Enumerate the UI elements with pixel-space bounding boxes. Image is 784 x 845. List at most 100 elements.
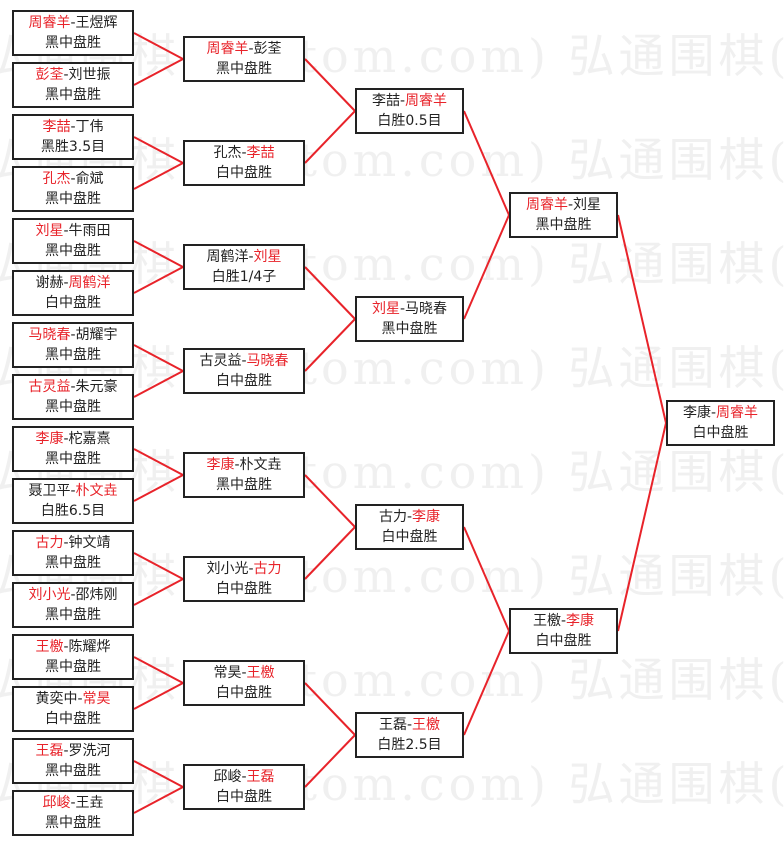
bracket-connector <box>133 656 184 684</box>
bracket-connector <box>133 786 184 814</box>
match-box-r1-7: 马晓春-胡耀宇黑中盘胜 <box>12 322 134 368</box>
match-box-r1-13: 王檄-陈耀烨 黑中盘胜 <box>12 634 134 680</box>
player-a: 李康 <box>206 457 235 473</box>
bracket-connector <box>304 58 356 112</box>
separator: - <box>241 769 247 785</box>
bracket-connector <box>304 474 356 528</box>
bracket-connector <box>133 760 184 788</box>
match-result: 白中盘胜 <box>692 425 749 441</box>
player-b: 陈耀烨 <box>68 639 111 655</box>
bracket-connector <box>617 214 667 424</box>
match-box-r1-3: 李喆-丁伟黑胜3.5目 <box>12 114 134 160</box>
match-box-r1-8: 古灵益-朱元豪 黑中盘胜 <box>12 374 134 420</box>
match-result: 黑胜3.5目 <box>40 139 106 155</box>
player-b: 马晓春 <box>246 353 289 369</box>
match-box-r1-15: 王磊-罗洗河 黑中盘胜 <box>12 738 134 784</box>
separator: - <box>70 483 76 499</box>
match-players: 李康-朴文垚 <box>206 455 281 475</box>
match-box-r4-2: 王檄-李康 白中盘胜 <box>509 608 618 654</box>
separator: - <box>70 587 76 603</box>
match-result: 黑中盘胜 <box>45 347 101 363</box>
player-b: 古力 <box>253 561 282 577</box>
match-box-r2-8: 邱峻-王磊 白中盘胜 <box>183 764 305 810</box>
match-result: 白中盘胜 <box>381 529 438 545</box>
match-result: 白胜6.5目 <box>40 503 106 519</box>
separator: - <box>63 535 69 551</box>
match-box-r1-4: 孔杰-俞斌黑中盘胜 <box>12 166 134 212</box>
player-a: 孔杰 <box>42 171 71 187</box>
match-players: 周睿羊-刘星 <box>526 195 601 215</box>
match-result: 白中盘胜 <box>216 165 272 181</box>
match-players: 谢赫-周鹤洋 <box>35 273 110 293</box>
match-box-r2-6: 刘小光-古力 白中盘胜 <box>183 556 305 602</box>
bracket-connector <box>304 682 356 736</box>
separator: - <box>70 15 76 31</box>
match-players: 王磊-罗洗河 <box>35 741 110 761</box>
player-a: 古力 <box>378 509 407 525</box>
separator: - <box>399 93 406 109</box>
player-a: 王檄 <box>532 613 561 629</box>
player-b: 朱元豪 <box>75 379 118 395</box>
match-box-r1-9: 李康-柁嘉熹 黑中盘胜 <box>12 426 134 472</box>
match-box-r3-4: 王磊-王檄 白胜2.5目 <box>355 712 464 758</box>
player-b: 周鹤洋 <box>68 275 111 291</box>
bracket-connector <box>304 110 356 164</box>
match-box-r2-1: 周睿羊-彭荃 黑中盘胜 <box>183 36 305 82</box>
player-a: 李喆 <box>371 93 400 109</box>
match-result: 黑中盘胜 <box>45 191 101 207</box>
separator: - <box>63 431 69 447</box>
player-a: 周睿羊 <box>28 15 71 31</box>
player-a: 李康 <box>35 431 64 447</box>
player-b: 王磊 <box>246 769 275 785</box>
separator: - <box>70 379 76 395</box>
match-result: 白中盘胜 <box>216 581 272 597</box>
match-box-r1-12: 刘小光-邵炜刚 黑中盘胜 <box>12 582 134 628</box>
player-b: 胡耀宇 <box>75 327 118 343</box>
match-players: 周睿羊-彭荃 <box>206 39 281 59</box>
player-a: 聂卫平 <box>28 483 71 499</box>
match-players: 周睿羊-王煜辉 <box>28 13 117 33</box>
bracket-connector <box>617 422 667 632</box>
separator: - <box>241 665 247 681</box>
match-players: 古力-李康 <box>379 507 440 527</box>
player-b: 李康 <box>412 509 441 525</box>
player-a: 古力 <box>35 535 64 551</box>
bracket-connector <box>133 448 184 476</box>
player-a: 刘小光 <box>206 561 249 577</box>
match-players: 李喆-丁伟 <box>42 117 103 137</box>
match-result: 白中盘胜 <box>45 711 101 727</box>
match-result: 黑中盘胜 <box>45 607 101 623</box>
player-a: 刘星 <box>35 223 64 239</box>
player-a: 黄奕中 <box>35 691 78 707</box>
match-box-r2-7: 常昊-王檄 白中盘胜 <box>183 660 305 706</box>
match-box-r1-16: 邱峻-王垚 黑中盘胜 <box>12 790 134 836</box>
separator: - <box>77 691 83 707</box>
match-players: 李康-周睿羊 <box>683 403 758 423</box>
match-players: 邱峻-王磊 <box>213 767 274 787</box>
separator: - <box>406 717 413 733</box>
match-box-r1-10: 聂卫平-朴文垚白胜6.5目 <box>12 478 134 524</box>
match-players: 刘星-马晓春 <box>372 299 447 319</box>
separator: - <box>70 795 76 811</box>
player-b: 李喆 <box>246 145 275 161</box>
match-result: 白胜0.5目 <box>377 113 442 129</box>
player-b: 俞斌 <box>75 171 104 187</box>
player-a: 李康 <box>682 405 711 421</box>
player-b: 周睿羊 <box>716 405 759 421</box>
match-box-r2-2: 孔杰-李喆 白中盘胜 <box>183 140 305 186</box>
player-a: 周睿羊 <box>206 41 249 57</box>
bracket-connector <box>133 552 184 580</box>
separator: - <box>248 249 254 265</box>
match-players: 黄奕中-常昊 <box>35 689 110 709</box>
match-players: 聂卫平-朴文垚 <box>28 481 117 501</box>
match-players: 马晓春-胡耀宇 <box>28 325 117 345</box>
bracket-connector <box>133 266 184 294</box>
player-a: 马晓春 <box>28 327 71 343</box>
separator: - <box>70 327 76 343</box>
match-players: 孔杰-俞斌 <box>42 169 103 189</box>
match-players: 邱峻-王垚 <box>42 793 103 813</box>
separator: - <box>406 509 413 525</box>
match-players: 周鹤洋-刘星 <box>206 247 281 267</box>
